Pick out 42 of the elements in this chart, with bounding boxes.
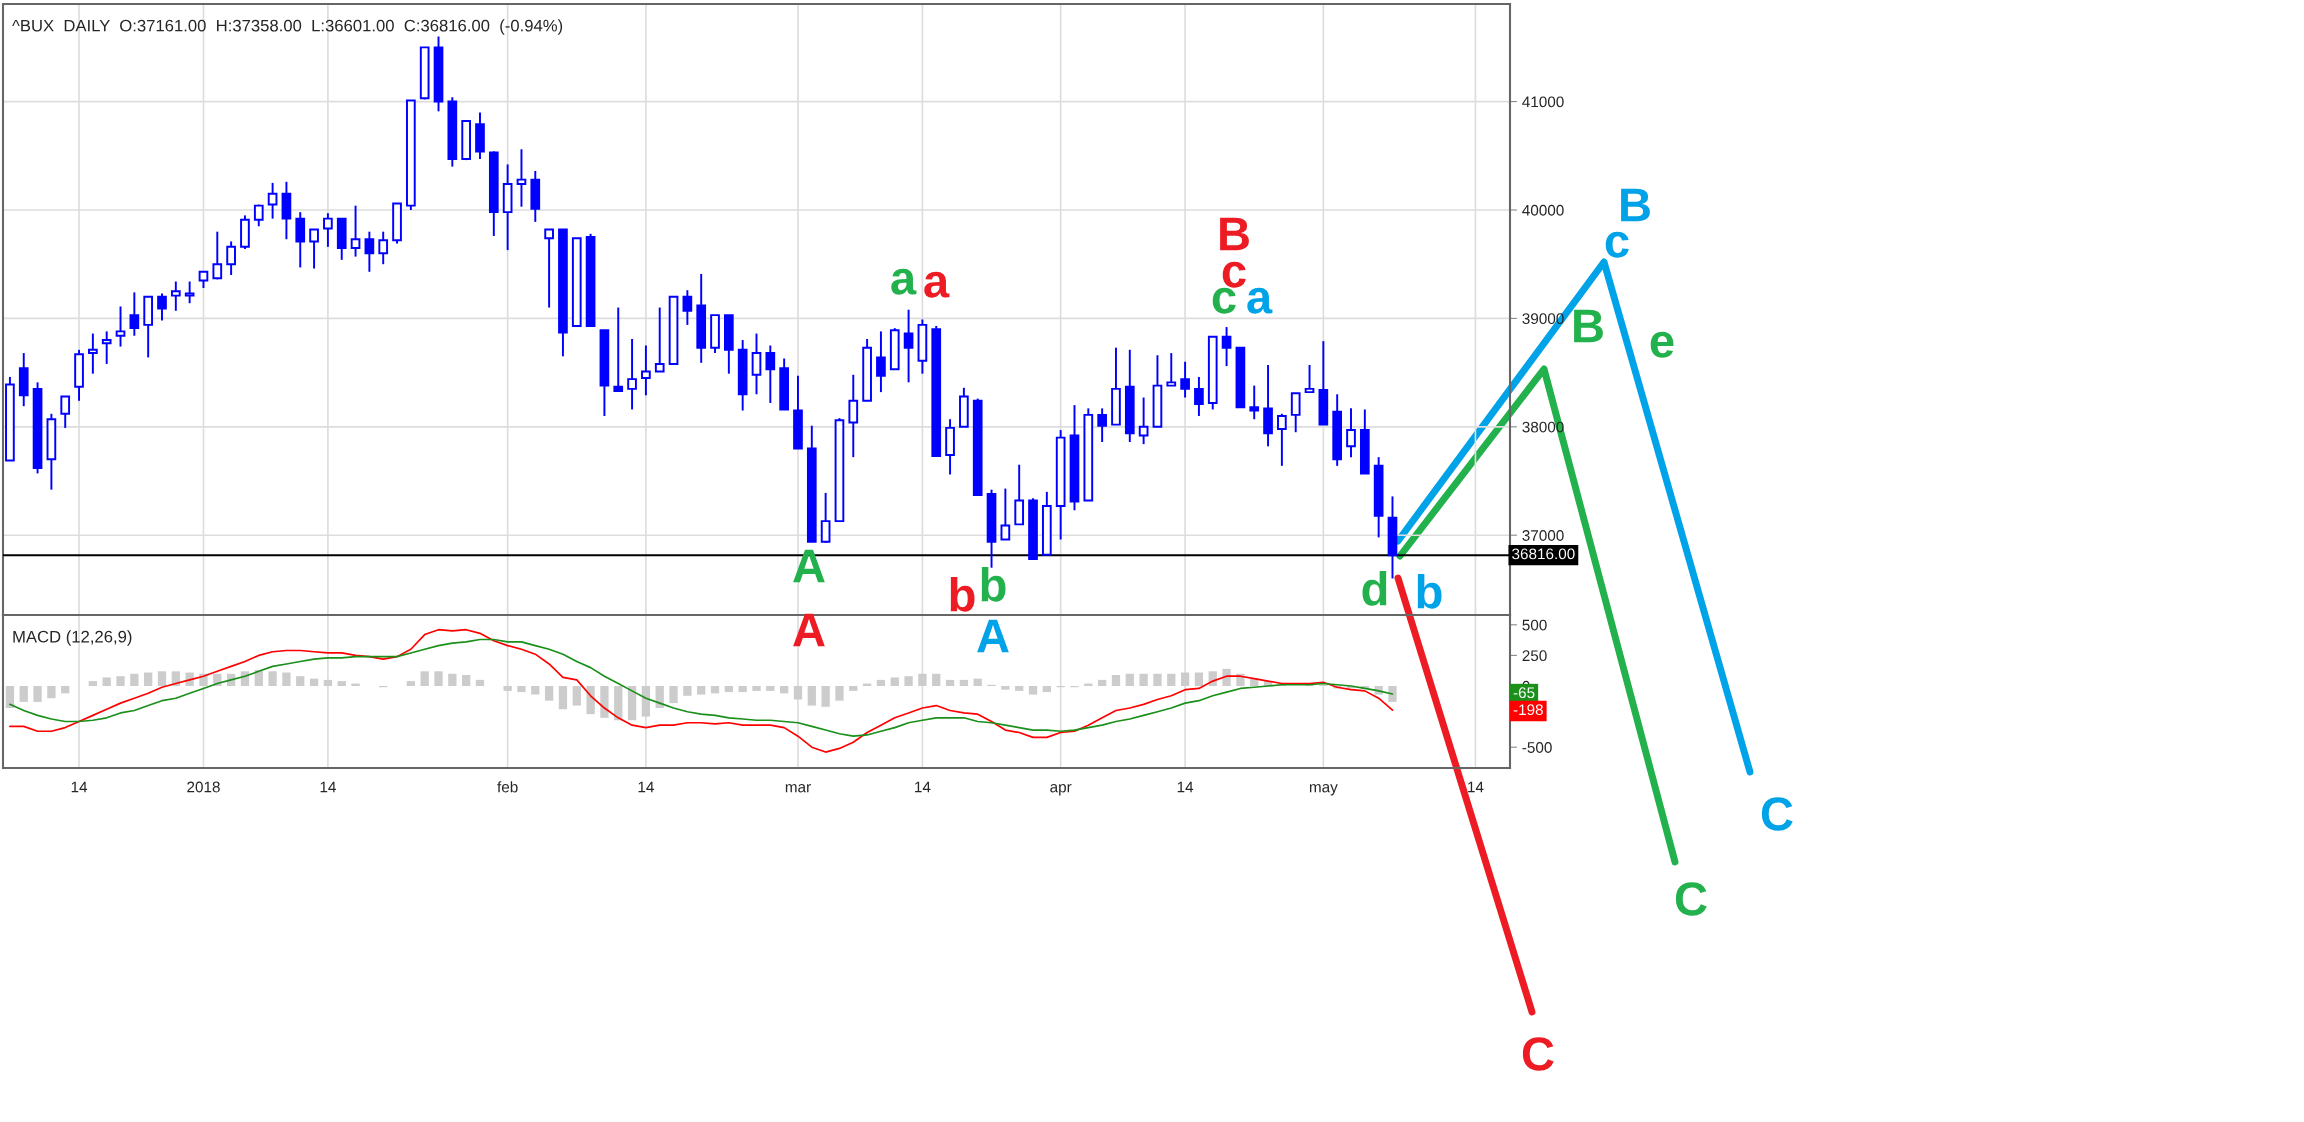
x-tick-label: apr <box>1050 784 1072 796</box>
annotation: a <box>924 271 950 298</box>
y-tick-label: 40000 <box>1522 204 1564 216</box>
y-tick-label: -500 <box>1522 742 1552 753</box>
annotation: c <box>1212 287 1236 314</box>
y-tick-label: 41000 <box>1522 96 1564 108</box>
y-tick-label: 37000 <box>1522 530 1564 541</box>
text: C <box>1675 882 1707 916</box>
annotation: A <box>977 619 1009 653</box>
text: -65 <box>1513 687 1535 699</box>
annotation: c <box>1222 261 1246 288</box>
text: B <box>1574 309 1603 343</box>
x-tick-label: 14 <box>71 781 88 793</box>
x-tick-label: feb <box>497 781 518 793</box>
text: MACD (12,26,9) <box>13 630 132 646</box>
x-tick-label: 14 <box>1468 781 1484 793</box>
text: C <box>1761 797 1793 831</box>
x-tick-label: mar <box>785 784 811 793</box>
annotation: A <box>793 613 825 647</box>
annotation: d <box>1362 570 1387 606</box>
text: B <box>1621 188 1650 222</box>
text: -198 <box>1513 704 1543 716</box>
annotation: B <box>1220 217 1249 251</box>
annotation: b <box>981 566 1006 602</box>
text: C <box>1522 1037 1554 1071</box>
x-tick-label: 14 <box>1177 781 1194 793</box>
ref-line-label: 36816.00 <box>1512 548 1575 560</box>
y-tick-label: 500 <box>1522 619 1547 631</box>
annotation: a <box>891 268 917 295</box>
text: c <box>1605 231 1629 258</box>
x-tick-label: 14 <box>915 781 931 793</box>
y-tick-label: 250 <box>1522 650 1547 662</box>
x-tick-label: 14 <box>320 781 336 793</box>
x-tick-label: 2018 <box>187 781 220 793</box>
annotation: A <box>793 549 825 583</box>
text: e <box>1650 331 1674 358</box>
x-tick-label: may <box>1309 784 1338 796</box>
annotation: b <box>1417 573 1442 609</box>
x-tick-label: 14 <box>638 781 654 793</box>
annotation: b <box>950 576 975 612</box>
annotation: a <box>1247 287 1273 314</box>
text: ^BUX DAILY O:37161.00 H:37358.00 L:36601.00 C:36816.00 (-0.94%) <box>12 19 563 35</box>
